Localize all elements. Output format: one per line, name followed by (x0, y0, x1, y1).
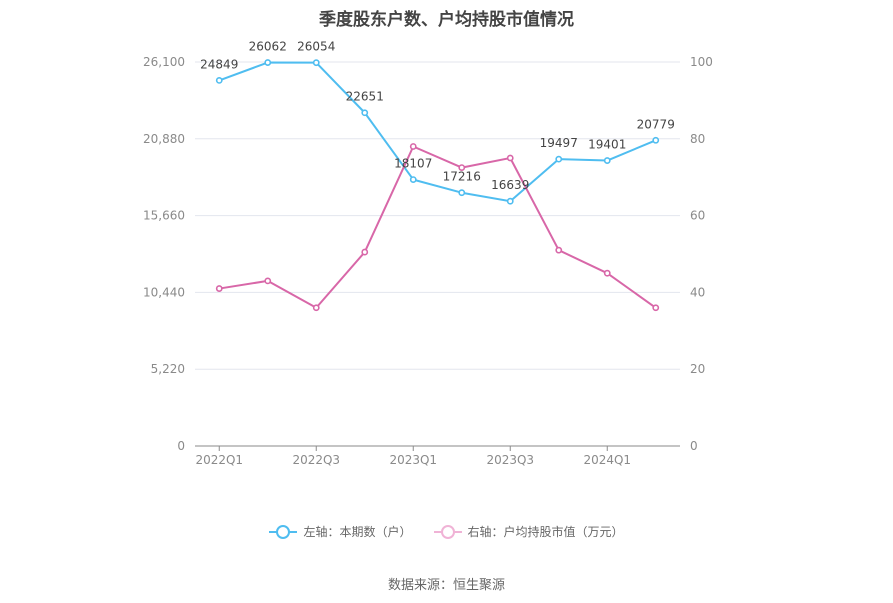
series-line-1 (219, 145, 657, 309)
data-label: 18107 (394, 157, 432, 171)
legend: 左轴：本期数（户） 右轴：户均持股市值（万元） (0, 523, 893, 540)
series-point-0 (361, 109, 369, 117)
data-labels: 24849 26062 26054 22651 18107 17216 16639 19497… (200, 40, 675, 193)
series-point-0 (603, 157, 611, 164)
data-source: 数据来源：恒生聚源 (387, 578, 505, 593)
right-axis-tick-label: 40 (690, 285, 705, 299)
series-point-1 (215, 285, 223, 292)
series-layer (215, 59, 660, 312)
series-point-0 (458, 189, 466, 197)
data-label: 22651 (346, 90, 384, 104)
legend-marker-households (269, 524, 298, 540)
series-point-1 (312, 304, 320, 312)
data-label: 16639 (491, 178, 529, 192)
x-axis-tick-label: 2023Q3 (486, 453, 534, 467)
left-axis-tick-label: 10,440 (143, 285, 185, 299)
data-label: 26062 (249, 40, 287, 54)
series-point-1 (361, 248, 369, 256)
series-point-1 (409, 143, 417, 150)
series-point-0 (409, 176, 417, 183)
series-point-0 (215, 77, 223, 84)
axes: 0 0 5,220 20 10,440 40 15,660 60 20,880 80 26,100 1… (143, 55, 713, 467)
data-label: 19401 (588, 138, 626, 152)
left-axis-tick-label: 0 (177, 439, 185, 453)
left-axis-tick-label: 15,660 (143, 209, 185, 223)
legend-item-households[interactable]: 左轴：本期数（户） (269, 523, 412, 540)
left-axis-tick-label: 26,100 (143, 55, 185, 69)
data-label: 24849 (200, 57, 238, 71)
right-axis-tick-label: 80 (690, 132, 705, 146)
series-point-0 (264, 59, 272, 66)
legend-label-households: 左轴：本期数（户） (303, 525, 412, 539)
legend-label-avg-value: 右轴：户均持股市值（万元） (467, 525, 624, 539)
right-axis-tick-label: 20 (690, 362, 705, 376)
legend-item-avg-value[interactable]: 右轴：户均持股市值（万元） (433, 523, 624, 540)
x-axis-tick-label: 2022Q1 (195, 453, 243, 467)
right-axis-tick-label: 60 (690, 209, 705, 223)
legend-marker-avg-value (433, 524, 462, 540)
data-label: 17216 (443, 170, 481, 184)
x-axis-tick-label: 2024Q1 (583, 453, 631, 467)
data-label: 26054 (297, 40, 335, 54)
series-point-0 (506, 197, 514, 205)
left-axis-tick-label: 5,220 (151, 362, 185, 376)
left-axis-tick-label: 20,880 (143, 132, 185, 146)
series-point-1 (458, 164, 466, 171)
data-label: 19497 (540, 136, 578, 150)
x-axis-tick-label: 2022Q3 (292, 453, 340, 467)
series-point-0 (652, 136, 660, 144)
series-point-1 (652, 304, 660, 312)
series-point-1 (264, 277, 272, 285)
chart-title: 季度股东户数、户均持股市值情况 (319, 10, 574, 30)
series-point-1 (555, 246, 563, 254)
right-axis-tick-label: 100 (690, 55, 713, 69)
x-axis-tick-label: 2023Q1 (389, 453, 437, 467)
grid-lines (195, 61, 680, 370)
data-label: 20779 (637, 117, 675, 131)
right-axis-tick-label: 0 (690, 439, 698, 453)
series-point-0 (312, 59, 320, 67)
series-line-0 (218, 61, 657, 203)
series-point-0 (555, 155, 563, 163)
series-point-1 (603, 269, 611, 277)
series-point-1 (506, 154, 514, 162)
